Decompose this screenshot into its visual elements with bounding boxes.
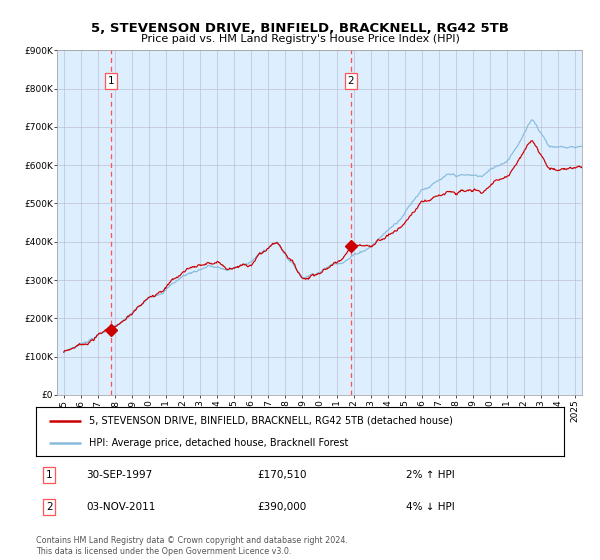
Text: £390,000: £390,000 [258, 502, 307, 512]
Text: 2: 2 [46, 502, 53, 512]
Text: HPI: Average price, detached house, Bracknell Forest: HPI: Average price, detached house, Brac… [89, 438, 348, 448]
Text: 1: 1 [107, 76, 114, 86]
Text: 03-NOV-2011: 03-NOV-2011 [86, 502, 155, 512]
Text: £170,510: £170,510 [258, 470, 307, 480]
Text: Price paid vs. HM Land Registry's House Price Index (HPI): Price paid vs. HM Land Registry's House … [140, 34, 460, 44]
Text: 4% ↓ HPI: 4% ↓ HPI [406, 502, 454, 512]
Text: 5, STEVENSON DRIVE, BINFIELD, BRACKNELL, RG42 5TB: 5, STEVENSON DRIVE, BINFIELD, BRACKNELL,… [91, 21, 509, 35]
Text: 2% ↑ HPI: 2% ↑ HPI [406, 470, 454, 480]
Text: 30-SEP-1997: 30-SEP-1997 [86, 470, 152, 480]
Text: 1: 1 [46, 470, 53, 480]
Text: Contains HM Land Registry data © Crown copyright and database right 2024.
This d: Contains HM Land Registry data © Crown c… [36, 536, 348, 556]
Text: 5, STEVENSON DRIVE, BINFIELD, BRACKNELL, RG42 5TB (detached house): 5, STEVENSON DRIVE, BINFIELD, BRACKNELL,… [89, 416, 452, 426]
Text: 2: 2 [347, 76, 354, 86]
